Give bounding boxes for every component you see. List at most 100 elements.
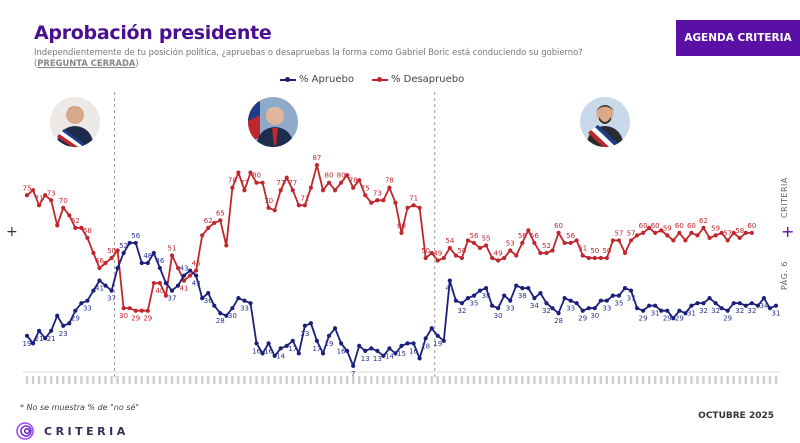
- x-tick-label: [158, 376, 162, 384]
- x-tick-label: [629, 376, 633, 384]
- disapprove-point: [97, 265, 102, 271]
- x-tick-label: [653, 376, 657, 384]
- approve-point: [411, 341, 416, 346]
- disapprove-point: [206, 225, 211, 230]
- approve-point: [405, 341, 410, 346]
- approve-point: [562, 296, 567, 301]
- legend-disapprove-swatch: [371, 76, 388, 82]
- disapprove-data-label: 49: [433, 250, 442, 258]
- approve-point: [604, 298, 609, 303]
- approve-point: [181, 273, 187, 278]
- disapprove-data-label: 60: [554, 222, 563, 230]
- approve-point: [659, 308, 664, 313]
- x-tick-label: [146, 376, 150, 384]
- approve-point: [338, 341, 344, 346]
- x-tick-label: [176, 376, 180, 384]
- approve-data-label: 33: [240, 305, 249, 313]
- disapprove-data-label: 56: [566, 232, 575, 240]
- x-tick-label: [152, 376, 156, 384]
- x-tick-label: [170, 376, 174, 384]
- approve-data-label: 52: [119, 242, 128, 250]
- disapprove-data-label: 60: [651, 222, 660, 230]
- approve-data-label: 32: [735, 307, 744, 315]
- approve-point: [127, 240, 132, 246]
- disapprove-data-label: 75: [361, 184, 370, 192]
- approve-point: [24, 333, 30, 338]
- approve-data-label: 14: [276, 352, 285, 360]
- x-tick-label: [635, 376, 639, 384]
- disapprove-point: [598, 255, 603, 261]
- disapprove-data-label: 53: [506, 239, 515, 247]
- approve-data-label: 38: [482, 292, 491, 300]
- disapprove-data-label: 59: [711, 224, 720, 232]
- disapprove-data-label: 45: [192, 260, 201, 268]
- x-tick-label: [418, 376, 421, 384]
- disapprove-point: [689, 230, 694, 235]
- disapprove-point: [61, 205, 66, 210]
- disapprove-point: [163, 293, 169, 298]
- approve-point: [441, 338, 446, 343]
- approve-data-label: 36: [204, 297, 213, 305]
- approve-point: [616, 293, 622, 298]
- disapprove-point: [508, 248, 513, 253]
- approve-data-label: 17: [312, 345, 321, 353]
- x-tick-label: [436, 376, 439, 384]
- disapprove-data-label: 78: [228, 177, 237, 185]
- disapprove-point: [127, 306, 132, 311]
- x-tick-label: [666, 376, 669, 384]
- approve-point: [520, 286, 525, 291]
- approve-point: [435, 333, 440, 338]
- x-tick-label: [194, 376, 198, 384]
- approve-point: [538, 291, 543, 296]
- disapprove-point: [254, 180, 259, 185]
- agenda-criteria-badge[interactable]: AGENDA CRITERIA: [676, 20, 800, 56]
- disapprove-data-label: 62: [71, 217, 80, 225]
- approve-point: [363, 348, 368, 353]
- disapprove-point: [314, 163, 320, 168]
- approve-point: [242, 298, 247, 303]
- approve-point: [145, 260, 150, 266]
- approve-point: [719, 306, 724, 311]
- approve-data-label: 30: [228, 312, 237, 320]
- x-tick-label: [104, 376, 107, 384]
- approve-point: [290, 338, 295, 343]
- approve-data-label: 29: [723, 315, 732, 323]
- approve-data-label: 43: [192, 280, 201, 288]
- x-tick-label: [182, 376, 186, 384]
- x-tick-label: [496, 376, 500, 384]
- approve-point: [43, 336, 48, 341]
- approve-point: [157, 265, 162, 271]
- approve-point: [121, 250, 126, 256]
- disapprove-data-label: 54: [445, 237, 454, 245]
- x-tick-label: [309, 376, 313, 384]
- x-tick-label: [448, 376, 452, 384]
- approve-point: [151, 250, 156, 256]
- decorative-plus-icon: +: [6, 224, 18, 240]
- x-tick-label: [243, 376, 246, 384]
- disapprove-point: [351, 185, 356, 190]
- disapprove-data-label: 60: [675, 222, 684, 230]
- approve-point: [302, 323, 307, 328]
- disapprove-data-label: 62: [204, 217, 213, 225]
- disapprove-point: [417, 205, 422, 210]
- disapprove-point: [701, 225, 706, 230]
- disapprove-data-label: 50: [421, 247, 430, 255]
- question-body: Independientemente de tu posición políti…: [34, 47, 583, 57]
- criteria-logo[interactable]: CRITERIA: [14, 422, 129, 440]
- report-month: OCTUBRE 2025: [698, 411, 774, 421]
- approve-point: [628, 288, 634, 293]
- disapprove-data-label: 56: [470, 232, 479, 240]
- approve-data-label: 34: [759, 302, 768, 310]
- x-tick-label: [533, 376, 536, 384]
- disapprove-point: [272, 208, 277, 213]
- disapprove-point: [121, 306, 126, 311]
- disapprove-point: [580, 253, 585, 258]
- x-tick-label: [225, 376, 228, 384]
- approve-point: [320, 351, 326, 356]
- disapprove-data-label: 29: [143, 315, 152, 323]
- approve-point: [169, 288, 175, 293]
- disapprove-point: [634, 233, 640, 238]
- question-type: PREGUNTA CERRADA: [37, 58, 136, 68]
- approve-point: [194, 273, 199, 278]
- x-tick-label: [708, 376, 711, 384]
